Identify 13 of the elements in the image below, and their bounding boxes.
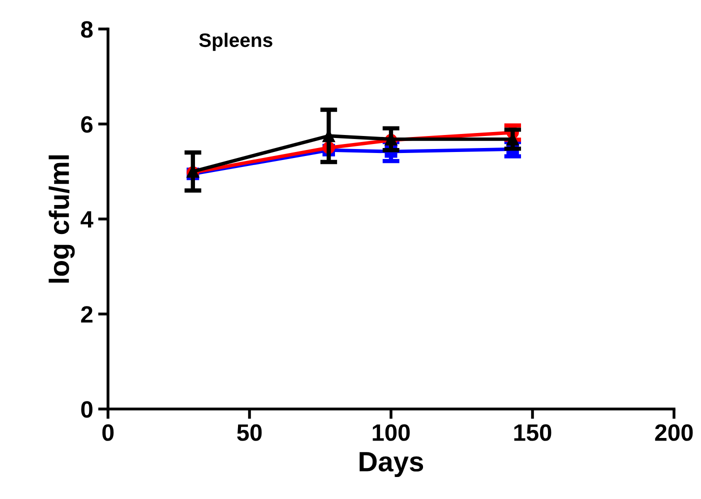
chart-title: Spleens	[199, 32, 272, 51]
y-tick-label: 8	[81, 21, 93, 38]
y-tick-label: 2	[81, 306, 92, 323]
x-tick-label: 200	[655, 424, 693, 441]
y-tick-label: 4	[80, 211, 94, 228]
x-tick-label: 0	[102, 424, 114, 441]
x-axis-title: Days	[360, 452, 424, 478]
y-tick-label: 0	[81, 401, 92, 418]
x-tick-label: 150	[514, 424, 552, 441]
x-tick-label: 50	[237, 424, 262, 441]
y-axis-title: log cfu/ml	[48, 155, 75, 283]
y-tick-label: 6	[81, 116, 93, 133]
x-tick-label: 100	[372, 424, 410, 441]
